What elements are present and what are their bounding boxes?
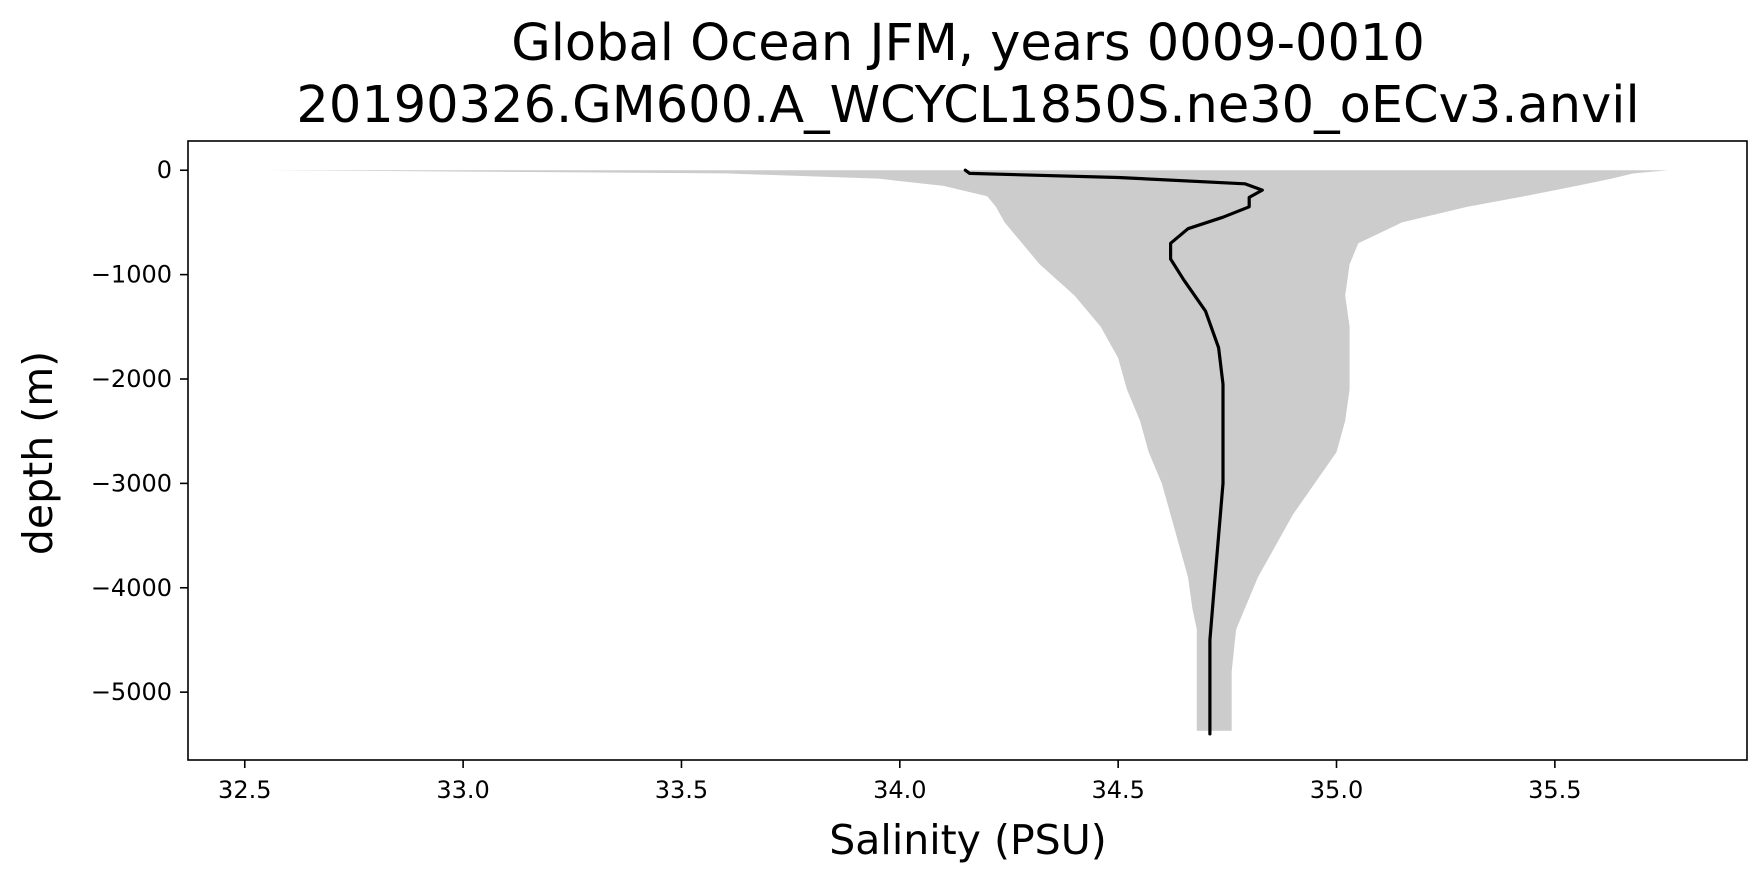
mean-profile-line [963,168,1264,736]
x-tick-label: 33.0 [436,776,489,804]
chart-title: Global Ocean JFM, years 0009-0010 [511,14,1425,73]
x-tick-label: 34.0 [873,776,926,804]
y-tick-label: 0 [157,156,172,184]
x-tick-label: 35.0 [1310,776,1363,804]
x-tick-label: 32.5 [218,776,271,804]
x-tick-label: 35.5 [1528,776,1581,804]
y-tick-label: −2000 [91,365,172,393]
y-tick-label: −1000 [91,261,172,289]
x-tick-label: 34.5 [1091,776,1144,804]
axes-frame [187,140,1748,761]
y-tick-label: −3000 [91,469,172,497]
x-tick-label: 33.5 [655,776,708,804]
y-tick-label: −4000 [91,574,172,602]
x-axis-label: Salinity (PSU) [829,816,1106,864]
range-band [266,170,1669,731]
axes: 32.5 33.0 33.5 34.0 34.5 35.0 35.5 0 −1000 −2000 −… [91,140,1748,804]
plot-area [266,168,1669,736]
y-tick-label: −5000 [91,678,172,706]
chart-subtitle: 20190326.GM600.A_WCYCL1850S.ne30_oECv3.a… [296,76,1639,135]
y-axis-label: depth (m) [14,351,62,555]
